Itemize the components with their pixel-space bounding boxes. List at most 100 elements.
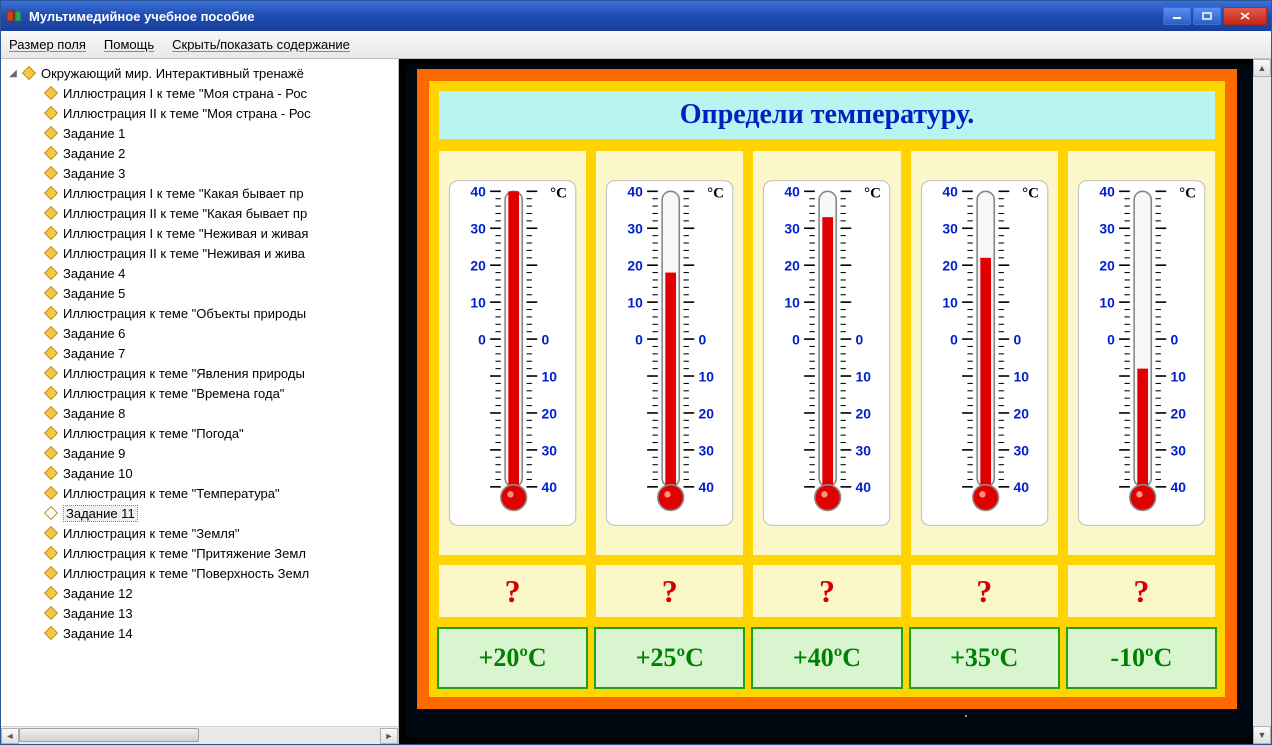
svg-text:10: 10: [699, 368, 715, 384]
scroll-right-button[interactable]: ►: [380, 728, 398, 744]
answer-cell[interactable]: +25ºC: [594, 627, 745, 689]
h-scrollbar[interactable]: ◄ ►: [1, 726, 398, 744]
tree-item[interactable]: Задание 2: [3, 143, 396, 163]
thermometer-cell: °C403020100010203040?: [751, 149, 902, 619]
app-window: Мультимедийное учебное пособие Размер по…: [0, 0, 1272, 745]
tree-item[interactable]: Задание 7: [3, 343, 396, 363]
answer-cell[interactable]: -10ºC: [1066, 627, 1217, 689]
v-scrollbar[interactable]: ▲ ▼: [1253, 59, 1271, 744]
menu-help[interactable]: Помощь: [104, 37, 154, 52]
scroll-thumb[interactable]: [19, 728, 199, 742]
thermometer-box: °C403020100010203040: [437, 149, 588, 557]
menu-toggle-toc[interactable]: Скрыть/показать содержание: [172, 37, 350, 52]
svg-text:10: 10: [1099, 294, 1115, 310]
answer-cell[interactable]: +20ºC: [437, 627, 588, 689]
svg-text:0: 0: [793, 331, 801, 347]
tree-item[interactable]: Задание 10: [3, 463, 396, 483]
tree-item[interactable]: Задание 8: [3, 403, 396, 423]
answer-cell[interactable]: +35ºC: [909, 627, 1060, 689]
tree-item[interactable]: Иллюстрация к теме "Притяжение Земл: [3, 543, 396, 563]
tree-item[interactable]: Иллюстрация I к теме "Какая бывает пр: [3, 183, 396, 203]
tree-item[interactable]: Иллюстрация II к теме "Неживая и жива: [3, 243, 396, 263]
svg-text:°C: °C: [864, 186, 881, 202]
tree-item[interactable]: Иллюстрация к теме "Земля": [3, 523, 396, 543]
svg-text:0: 0: [1013, 331, 1021, 347]
tree-item[interactable]: Иллюстрация к теме "Объекты природы: [3, 303, 396, 323]
svg-text:°C: °C: [707, 186, 724, 202]
slide-title-bar: Определи температуру.: [437, 89, 1217, 141]
answer-row: +20ºC+25ºC+40ºC+35ºC-10ºC: [437, 627, 1217, 689]
tree-item[interactable]: Задание 3: [3, 163, 396, 183]
question-box[interactable]: ?: [909, 563, 1060, 619]
slide-title: Определи температуру.: [680, 99, 974, 130]
question-box[interactable]: ?: [751, 563, 902, 619]
question-box[interactable]: ?: [594, 563, 745, 619]
tree-item[interactable]: Задание 14: [3, 623, 396, 643]
content-panel: Определи температуру. °C4030201000102030…: [399, 59, 1271, 744]
tree-item[interactable]: Иллюстрация к теме "Явления природы: [3, 363, 396, 383]
tree-label: Иллюстрация II к теме "Какая бывает пр: [63, 206, 307, 221]
tree-item[interactable]: Задание 5: [3, 283, 396, 303]
tree-item[interactable]: Иллюстрация к теме "Температура": [3, 483, 396, 503]
close-button[interactable]: [1223, 7, 1267, 25]
svg-text:10: 10: [1013, 368, 1029, 384]
tree-item[interactable]: Иллюстрация к теме "Времена года": [3, 383, 396, 403]
tree-item[interactable]: Иллюстрация к теме "Поверхность Земл: [3, 563, 396, 583]
thermometer-box: °C403020100010203040: [594, 149, 745, 557]
thermometer-box: °C403020100010203040: [909, 149, 1060, 557]
diamond-icon: [43, 406, 59, 420]
titlebar: Мультимедийное учебное пособие: [1, 1, 1271, 31]
tree-label: Задание 4: [63, 266, 125, 281]
svg-text:30: 30: [542, 442, 558, 458]
svg-text:°C: °C: [550, 186, 567, 202]
diamond-icon: [43, 586, 59, 600]
tree-item[interactable]: Иллюстрация II к теме "Моя страна - Рос: [3, 103, 396, 123]
collapse-icon[interactable]: ◢: [7, 68, 19, 79]
tree-item[interactable]: Иллюстрация I к теме "Моя страна - Рос: [3, 83, 396, 103]
tree-item[interactable]: Иллюстрация II к теме "Какая бывает пр: [3, 203, 396, 223]
svg-text:30: 30: [856, 442, 872, 458]
toc-tree[interactable]: ◢Окружающий мир. Интерактивный тренажёИл…: [1, 59, 398, 726]
maximize-button[interactable]: [1193, 7, 1221, 25]
svg-text:40: 40: [942, 184, 958, 200]
diamond-icon: [43, 386, 59, 400]
diamond-icon: [43, 526, 59, 540]
window-buttons: [1163, 7, 1267, 25]
answer-cell[interactable]: +40ºC: [751, 627, 902, 689]
question-box[interactable]: ?: [1066, 563, 1217, 619]
svg-text:40: 40: [1170, 479, 1186, 495]
tree-label: Иллюстрация к теме "Объекты природы: [63, 306, 306, 321]
tree-item[interactable]: Иллюстрация к теме "Погода": [3, 423, 396, 443]
tree-root[interactable]: ◢Окружающий мир. Интерактивный тренажё: [3, 63, 396, 83]
tree-item[interactable]: Задание 13: [3, 603, 396, 623]
menu-field-size[interactable]: Размер поля: [9, 37, 86, 52]
slide-inner: Определи температуру. °C4030201000102030…: [429, 81, 1225, 697]
svg-text:40: 40: [1013, 479, 1029, 495]
svg-text:30: 30: [942, 221, 958, 237]
svg-text:10: 10: [542, 368, 558, 384]
tree-item[interactable]: Задание 12: [3, 583, 396, 603]
svg-text:30: 30: [785, 221, 801, 237]
scroll-up-button[interactable]: ▲: [1253, 59, 1271, 77]
tree-item[interactable]: Задание 9: [3, 443, 396, 463]
scroll-down-button[interactable]: ▼: [1253, 726, 1271, 744]
scroll-track[interactable]: [19, 728, 380, 744]
tree-item[interactable]: Иллюстрация I к теме "Неживая и живая: [3, 223, 396, 243]
scroll-left-button[interactable]: ◄: [1, 728, 19, 744]
minimize-button[interactable]: [1163, 7, 1191, 25]
svg-text:10: 10: [856, 368, 872, 384]
tree-label: Задание 1: [63, 126, 125, 141]
thermometer-box: °C403020100010203040: [751, 149, 902, 557]
tree-item[interactable]: Задание 1: [3, 123, 396, 143]
v-scroll-track[interactable]: [1253, 77, 1271, 726]
tree-label: Иллюстрация к теме "Времена года": [63, 386, 284, 401]
tree-item[interactable]: Задание 6: [3, 323, 396, 343]
tree-item[interactable]: Задание 11: [3, 503, 396, 523]
tree-label: Задание 5: [63, 286, 125, 301]
tree-label: Задание 3: [63, 166, 125, 181]
tree-item[interactable]: Задание 4: [3, 263, 396, 283]
diamond-icon: [43, 506, 59, 520]
question-box[interactable]: ?: [437, 563, 588, 619]
thermometer-svg: °C403020100010203040: [1072, 159, 1211, 547]
svg-text:20: 20: [785, 258, 801, 274]
